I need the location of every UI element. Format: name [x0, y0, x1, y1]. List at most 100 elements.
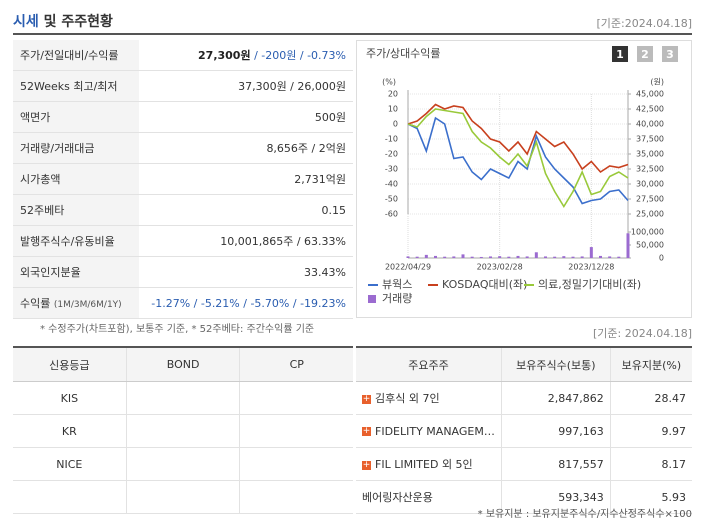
- label-text: 거래량/거래대금: [20, 142, 95, 155]
- y-tick-label: -10: [385, 135, 398, 144]
- tab-label[interactable]: 2: [641, 48, 649, 61]
- info-label: 거래량/거래대금: [13, 132, 139, 164]
- volume-bar: [544, 256, 547, 258]
- basis-date: [기준: 2024.04.18]: [592, 327, 692, 340]
- value-text: 2,731억원: [294, 173, 346, 186]
- series-line: [407, 116, 629, 205]
- cell: [125, 381, 240, 415]
- holder-table: 주요주주 보유주식수(보통) 보유지분(%) + 김후식 외 7인 2,847,862 28…: [356, 346, 692, 514]
- y2-tick-label: 40,000: [636, 120, 664, 129]
- holder-row: 베어링자산운용 593,343 5.93: [356, 480, 692, 514]
- tab[interactable]: [637, 46, 653, 62]
- volume-bar: [516, 255, 520, 258]
- volume-bar: [626, 233, 630, 258]
- info-label: 시가총액: [13, 163, 139, 195]
- info-value: 2,731억원: [139, 163, 353, 195]
- value-text: 500원: [314, 111, 346, 124]
- info-note: * 수정주가(차트포함), 보통주 기준, * 52주베타: 주간수익률 기준: [40, 324, 315, 335]
- info-row: 주가/전일대비/수익률 27,300원 / -200원 / -0.73%: [13, 40, 353, 71]
- volume-bar: [534, 252, 538, 258]
- volume-bar: [525, 256, 529, 258]
- volume-bar: [580, 256, 584, 258]
- info-label: 발행주식수/유동비율: [13, 225, 139, 257]
- label-text: 발행주식수/유동비율: [20, 235, 115, 248]
- info-value: 27,300원 / -200원 / -0.73%: [139, 40, 353, 71]
- cell: + FIL LIMITED 외 5인: [356, 447, 502, 481]
- info-value: 10,001,865주 / 63.33%: [139, 225, 353, 257]
- cell: [239, 414, 353, 448]
- credit-row: KR: [13, 414, 353, 448]
- info-value: 37,300원 / 26,000원: [139, 70, 353, 102]
- value-rest: / -200원 / -0.73%: [250, 49, 346, 62]
- cell-text: 2,847,862: [547, 391, 604, 405]
- volume-bar: [571, 256, 575, 258]
- tab-label[interactable]: 1: [616, 48, 624, 61]
- y2-tick-label: 42,500: [636, 105, 664, 114]
- label-text: 시가총액: [20, 173, 61, 186]
- y-tick-label: 0: [393, 120, 398, 129]
- label-text: 외국인지분율: [20, 266, 81, 279]
- cell: KR: [13, 414, 127, 448]
- tab[interactable]: [612, 46, 628, 62]
- legend-label: KOSDAQ대비(좌): [442, 278, 527, 291]
- tab[interactable]: [662, 46, 678, 62]
- volume-bar: [489, 256, 492, 258]
- cell-text: 593,343: [558, 490, 604, 504]
- y-tick-label: -20: [385, 150, 398, 159]
- info-row: 수익률 (1M/3M/6M/1Y) -1.27% / -5.21% / -5.70…: [13, 287, 353, 319]
- label-sub: (1M/3M/6M/1Y): [53, 300, 122, 310]
- volume-bar: [461, 254, 465, 258]
- info-label: 외국인지분율: [13, 256, 139, 288]
- x-tick-label: 2022/04/29: [385, 263, 431, 272]
- expand-icon[interactable]: +: [362, 393, 371, 404]
- info-row: 52Weeks 최고/최저 37,300원 / 26,000원: [13, 70, 353, 102]
- y-tick-label: -60: [385, 210, 398, 219]
- volume-tick-label: 0: [659, 254, 664, 263]
- basis-date: [기준:2024.04.18]: [596, 17, 692, 30]
- info-row: 발행주식수/유동비율 10,001,865주 / 63.33%: [13, 225, 353, 257]
- volume-bar: [599, 255, 602, 258]
- cell-text: FIDELITY MANAGEM…: [375, 424, 495, 438]
- info-label: 52Weeks 최고/최저: [13, 70, 139, 102]
- info-label: 수익률 (1M/3M/6M/1Y): [13, 287, 139, 319]
- y2-tick-label: 27,500: [636, 195, 664, 204]
- y2-tick-label: 25,000: [636, 210, 664, 219]
- cell-text: 김후식 외 7인: [375, 392, 440, 405]
- volume-bar: [498, 256, 502, 258]
- cell-text: 9.97: [661, 424, 687, 438]
- cell-text: 8.17: [661, 457, 687, 471]
- volume-tick-label: 50,000: [636, 241, 664, 250]
- title-rest: 및 주주현황: [43, 14, 113, 30]
- volume-bar: [424, 254, 428, 258]
- tab-label[interactable]: 3: [666, 48, 674, 61]
- cell: NICE: [13, 447, 127, 481]
- column-header: BOND: [125, 346, 240, 382]
- cell-text: 베어링자산운용: [362, 491, 433, 504]
- expand-icon[interactable]: +: [362, 426, 371, 436]
- expand-icon[interactable]: +: [362, 459, 371, 470]
- column-header: 주요주주: [356, 346, 502, 382]
- volume-bar: [553, 256, 557, 258]
- label-text: 액면가: [20, 111, 51, 124]
- credit-row: NICE: [13, 447, 353, 481]
- credit-table: 신용등급 BOND CP KIS KR NICE: [13, 346, 353, 514]
- volume-bar: [617, 256, 621, 258]
- y2-tick-label: 32,500: [636, 165, 664, 174]
- y2-tick-label: 45,000: [636, 90, 664, 99]
- info-row: 거래량/거래대금 8,656주 / 2억원: [13, 132, 353, 164]
- info-value: 500원: [139, 101, 353, 133]
- cell: + 김후식 외 7인: [356, 381, 502, 415]
- info-value: 33.43%: [139, 256, 353, 288]
- value-text: 27,300원: [198, 49, 251, 62]
- cell: + FIDELITY MANAGEM…: [356, 414, 502, 448]
- cell: 593,343: [501, 480, 611, 514]
- volume-bar: [589, 247, 593, 258]
- cell-text: FIL LIMITED 외 5인: [375, 458, 473, 471]
- cell: [125, 414, 240, 448]
- info-table: 주가/전일대비/수익률 27,300원 / -200원 / -0.73% 52Wee…: [13, 40, 353, 319]
- cell: 9.97: [609, 414, 692, 448]
- y2-tick-label: 37,500: [636, 135, 664, 144]
- volume-bar: [452, 256, 456, 258]
- cell: [239, 447, 353, 481]
- y2-axis-label: (원): [650, 78, 664, 87]
